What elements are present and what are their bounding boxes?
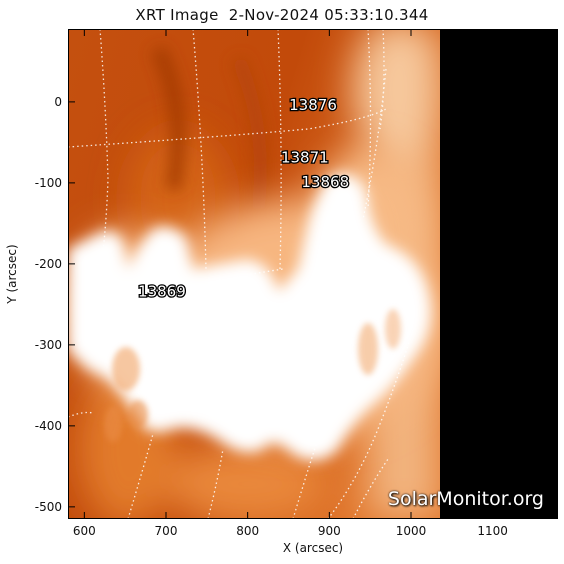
flare-core [68, 174, 431, 461]
x-axis-label: X (arcsec) [282, 541, 344, 555]
y-axis-label: Y (arcsec) [5, 244, 19, 304]
active-region-label: 13869 [138, 282, 186, 300]
watermark-logo: SolarMonitor.org [387, 488, 544, 510]
flare-texture [104, 309, 401, 442]
active-region-labels: 13876 13871 13868 13869 [137, 95, 351, 302]
x-tick-label: 600 [72, 524, 96, 538]
heliographic-grid [68, 29, 414, 519]
plot-title: XRT Image 2-Nov-2024 05:33:10.344 [135, 6, 429, 24]
active-region-label: 13871 [281, 149, 329, 167]
x-tick-label: 800 [236, 524, 260, 538]
x-tick-label: 900 [317, 524, 341, 538]
x-tick-label: 700 [154, 524, 178, 538]
y-tick-label: -300 [34, 337, 62, 352]
y-tick-label: -200 [34, 256, 62, 271]
y-tick-label: -500 [34, 499, 62, 514]
x-tick-label: 1000 [395, 524, 427, 538]
x-tick-label: 1100 [477, 524, 508, 538]
y-tick-label: 0 [54, 94, 62, 109]
solar-image: 13876 13871 13868 13869 [68, 29, 558, 519]
y-tick-label: -100 [34, 175, 62, 190]
active-region-label: 13876 [289, 96, 337, 114]
y-tick-label: -400 [34, 418, 62, 433]
off-disk-region [440, 29, 558, 519]
active-region-label: 13868 [301, 173, 349, 191]
